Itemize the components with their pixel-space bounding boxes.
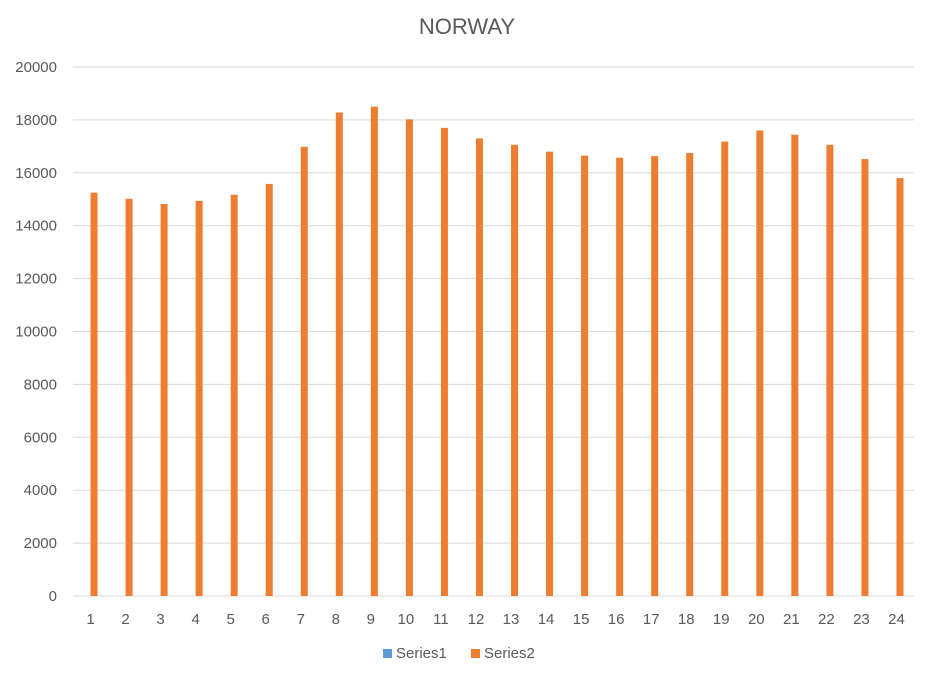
bar-series2-18 xyxy=(686,152,694,596)
x-tick-label: 6 xyxy=(262,611,270,628)
x-tick-label: 8 xyxy=(332,611,340,628)
bar-series2-6 xyxy=(265,183,273,596)
y-axis-ticks: 0 2000 4000 6000 8000 10000 12000 14000 16000 180… xyxy=(15,59,57,605)
bar-series2-12 xyxy=(475,138,483,597)
x-tick-label: 14 xyxy=(538,611,555,628)
x-tick-label: 20 xyxy=(748,611,765,628)
x-tick-label: 23 xyxy=(853,611,870,628)
bar-series2-15 xyxy=(581,155,589,597)
chart-title: NORWAY xyxy=(419,14,515,39)
x-tick-label: 10 xyxy=(398,611,415,628)
bar-series2-22 xyxy=(826,144,834,596)
bar-series2-19 xyxy=(721,141,729,597)
x-tick-label: 3 xyxy=(156,611,164,628)
x-tick-label: 15 xyxy=(573,611,590,628)
bar-series2-17 xyxy=(651,156,659,596)
bar-series2-4 xyxy=(195,200,203,596)
legend-label-series1: Series1 xyxy=(396,645,447,662)
y-tick-label: 0 xyxy=(49,588,57,605)
bar-series2-24 xyxy=(896,178,904,596)
y-tick-label: 20000 xyxy=(15,59,57,76)
bar-series2-8 xyxy=(335,112,343,596)
bar-series2-21 xyxy=(791,134,799,596)
legend: Series1 Series2 xyxy=(383,645,535,662)
x-tick-label: 12 xyxy=(468,611,485,628)
x-tick-label: 11 xyxy=(433,611,449,628)
x-tick-label: 22 xyxy=(818,611,835,628)
x-tick-label: 9 xyxy=(367,611,375,628)
x-tick-label: 16 xyxy=(608,611,625,628)
x-tick-label: 4 xyxy=(191,611,199,628)
x-tick-label: 1 xyxy=(86,611,94,628)
y-tick-label: 8000 xyxy=(24,376,57,393)
bar-series2-2 xyxy=(125,198,133,596)
x-tick-label: 13 xyxy=(503,611,520,628)
bar-series2-13 xyxy=(511,144,519,596)
bar-series2-3 xyxy=(160,204,168,597)
y-tick-label: 18000 xyxy=(15,112,57,129)
x-tick-label: 24 xyxy=(888,611,905,628)
bar-series2-1 xyxy=(90,192,98,596)
legend-label-series2: Series2 xyxy=(484,645,535,662)
legend-swatch-series1 xyxy=(383,649,392,658)
y-tick-label: 16000 xyxy=(15,165,57,182)
y-tick-label: 14000 xyxy=(15,218,57,235)
bar-series2-10 xyxy=(405,119,413,596)
bar-series2-11 xyxy=(440,127,448,597)
y-tick-label: 10000 xyxy=(15,324,57,341)
x-axis-ticks: 1 2 3 4 5 6 7 8 9 10 11 12 13 14 15 16 17 18 19 20 21 22 23 24 xyxy=(86,611,904,628)
y-tick-label: 4000 xyxy=(24,482,57,499)
x-tick-label: 5 xyxy=(227,611,235,628)
y-tick-label: 12000 xyxy=(15,271,57,288)
bar-series2-5 xyxy=(230,194,238,597)
x-tick-label: 7 xyxy=(297,611,305,628)
y-tick-label: 2000 xyxy=(24,535,57,552)
bar-series2-9 xyxy=(370,106,378,597)
y-tick-label: 6000 xyxy=(24,429,57,446)
x-tick-label: 19 xyxy=(713,611,730,628)
x-tick-label: 2 xyxy=(121,611,129,628)
bar-series2-20 xyxy=(756,130,764,597)
gridlines xyxy=(73,66,914,597)
bar-series2-16 xyxy=(616,157,624,596)
bar-series2-23 xyxy=(861,159,869,596)
bars xyxy=(90,106,904,597)
x-tick-label: 17 xyxy=(643,611,660,628)
x-tick-label: 21 xyxy=(783,611,800,628)
bar-series2-14 xyxy=(546,151,554,596)
x-tick-label: 18 xyxy=(678,611,695,628)
bar-series2-7 xyxy=(300,146,308,596)
legend-swatch-series2 xyxy=(471,649,480,658)
